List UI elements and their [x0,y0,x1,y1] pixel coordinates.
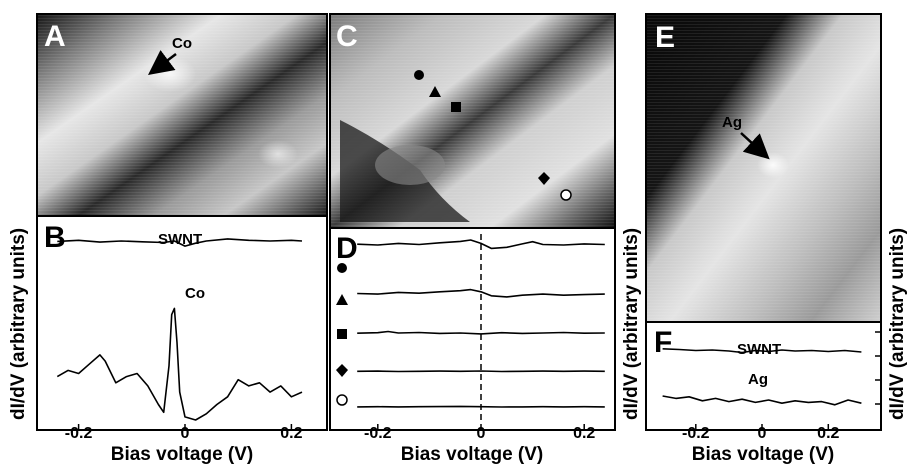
tick-label-b: 0 [181,425,190,442]
panel-letter-d: D [336,232,358,265]
ylabel-right: dI/dV (arbitrary units) [887,228,908,420]
xlabel-b: Bias voltage (V) [111,444,254,465]
marker-filled-circle-d [337,263,347,273]
plot-frame-d [329,227,616,431]
spectrum-d-filled-circle [357,239,605,250]
tick-label-f: 0.2 [817,425,839,442]
ticks-b: -0.2 0 0.2 [65,424,303,442]
tick-label-b: -0.2 [65,425,93,442]
spectrum-b-swnt [57,238,303,247]
co-particle [144,56,196,92]
ticks-d: -0.2 0 0.2 [364,424,595,442]
spectrum-d-filled-diamond [357,370,605,373]
ag-label: Ag [722,114,742,131]
right-ticks-f [875,331,881,405]
ylabel-middle: dI/dV (arbitrary units) [621,228,642,420]
co-label: Co [172,35,192,52]
tick-label-f: -0.2 [682,425,710,442]
swnt-label-b: SWNT [158,231,202,248]
ylabel-left: dI/dV (arbitrary units) [8,228,29,420]
spectrum-d-filled-square [357,330,605,335]
marker-filled-square-c [451,102,461,112]
co-arrow [148,50,177,75]
panel-letter-b: B [44,221,66,254]
tick-label-d: 0 [477,425,486,442]
marker-filled-diamond-d [336,364,348,377]
ag-particle [757,152,789,178]
spectrum-f-ag [662,395,862,406]
curves-f [662,348,862,406]
spectrum-b-co [56,307,303,421]
panel-letter-a: A [44,20,66,53]
spectrum-d-open-circle [357,405,605,408]
ticks-f: -0.2 0 0.2 [682,424,840,442]
swnt-label-f: SWNT [737,341,781,358]
ag-label-f: Ag [748,371,768,388]
panel-f: F SWNT Ag -0.2 0 0.2 [645,321,882,442]
plot-frame-b [36,215,328,431]
marker-open-circle-d [336,394,348,406]
panel-letter-c: C [336,20,358,53]
panel-d: D -0.2 0 0.2 [329,227,616,442]
panel-b: B SWNT Co -0.2 0 0.2 [36,215,328,442]
marker-filled-triangle-c [429,86,441,97]
xlabel-d: Bias voltage (V) [401,444,544,465]
curves-d [357,239,605,408]
ag-arrow [740,132,770,160]
spectrum-d-filled-triangle [357,288,605,298]
marker-filled-triangle-d [336,294,348,305]
plot-frame-f [645,321,882,431]
panel-e: E Ag [645,13,882,323]
tick-label-b: 0.2 [280,425,302,442]
panel-letter-f: F [654,326,672,359]
co-label-b: Co [185,285,205,302]
panel-letter-e: E [655,21,675,54]
marker-open-circle-c [560,189,572,201]
marker-filled-diamond-c [538,172,550,185]
panel-a: A Co [36,13,328,217]
xlabel-f: Bias voltage (V) [692,444,835,465]
tick-label-f: 0 [758,425,767,442]
spectrum-f-swnt [662,348,862,354]
curves-b [56,238,303,421]
tick-label-d: 0.2 [573,425,595,442]
marker-filled-square-d [337,329,347,339]
tick-label-d: -0.2 [364,425,392,442]
marker-filled-circle-c [414,70,424,80]
panel-c: C [329,13,616,229]
